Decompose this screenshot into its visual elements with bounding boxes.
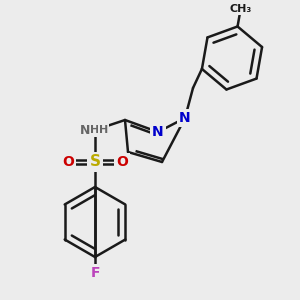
Text: CH₃: CH₃ (230, 4, 252, 14)
Text: N: N (80, 124, 90, 136)
Text: F: F (90, 266, 100, 280)
Text: O: O (116, 155, 128, 169)
Text: N: N (152, 125, 164, 139)
Text: H: H (90, 125, 100, 135)
Text: H: H (99, 125, 108, 135)
Text: S: S (89, 154, 100, 169)
Text: N: N (179, 111, 191, 125)
Text: O: O (62, 155, 74, 169)
